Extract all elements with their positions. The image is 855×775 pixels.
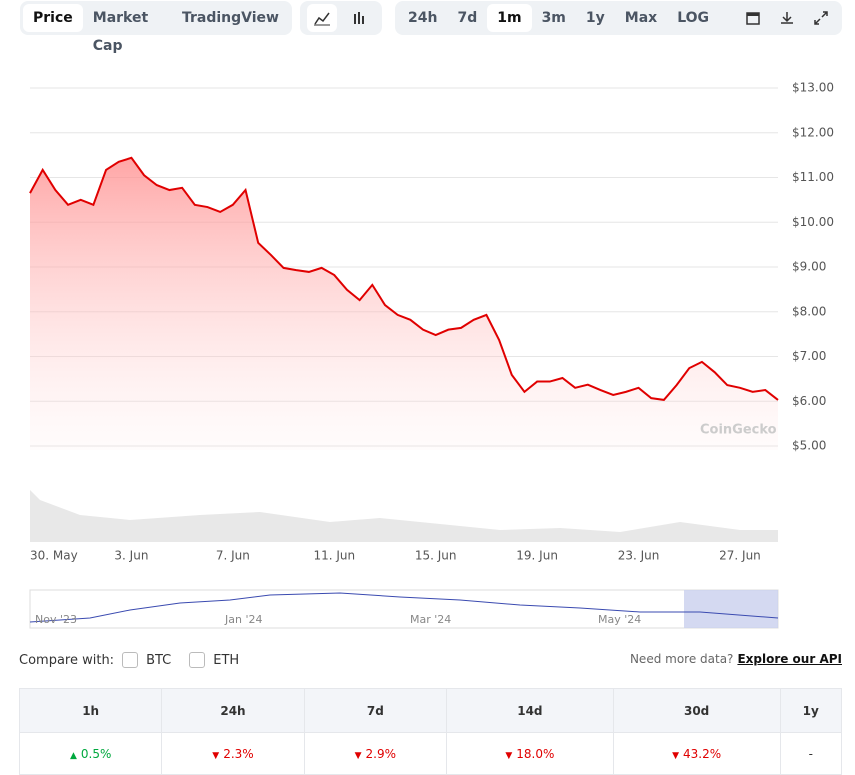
change-cell: ▼ 2.3% bbox=[161, 732, 305, 775]
view-tab[interactable]: Price bbox=[23, 4, 83, 32]
arrow: ▼ bbox=[212, 750, 220, 761]
y-tick-label: $9.00 bbox=[792, 260, 826, 274]
x-tick-label: 30. May bbox=[30, 549, 78, 563]
arrow: ▼ bbox=[354, 750, 362, 761]
range-tab[interactable]: 1m bbox=[487, 4, 532, 32]
compare: Compare with: BTC ETH bbox=[19, 652, 239, 668]
api-note: Need more data? Explore our API bbox=[630, 652, 842, 666]
x-tick-label: 7. Jun bbox=[216, 549, 250, 563]
download-icon[interactable] bbox=[779, 10, 795, 26]
y-tick-label: $5.00 bbox=[792, 439, 826, 453]
view-tabs: Price Market Cap TradingView bbox=[20, 1, 292, 54]
column-header: 7d bbox=[303, 688, 447, 733]
checkbox[interactable] bbox=[189, 652, 206, 668]
volume-area bbox=[30, 490, 778, 542]
navigator-selection[interactable] bbox=[684, 590, 778, 628]
y-tick-label: $7.00 bbox=[792, 349, 826, 363]
more-text: Need more data? bbox=[629, 652, 734, 666]
change-value: - bbox=[808, 746, 813, 761]
y-tick-label: $13.00 bbox=[792, 81, 834, 95]
range-tab[interactable]: 7d bbox=[457, 10, 478, 26]
price-line bbox=[29, 156, 779, 401]
change-value: 2.9% bbox=[365, 746, 397, 761]
chart-kind bbox=[300, 1, 382, 35]
view-tab[interactable]: Market Cap bbox=[92, 10, 149, 54]
navigator-label: Mar '24 bbox=[410, 613, 451, 626]
y-tick-label: $8.00 bbox=[792, 304, 826, 318]
range-tab[interactable]: LOG bbox=[677, 10, 710, 26]
column-header: 24h bbox=[161, 688, 305, 733]
navigator-label: Nov '23 bbox=[35, 613, 77, 626]
api-link[interactable]: Explore our API bbox=[737, 652, 842, 666]
arrow: ▼ bbox=[505, 750, 513, 761]
column-header: 1h bbox=[18, 688, 162, 733]
x-tick-label: 19. Jun bbox=[516, 549, 558, 563]
column-header: 1y bbox=[779, 688, 842, 733]
column-header: 14d bbox=[445, 688, 614, 733]
y-tick-label: $10.00 bbox=[792, 215, 834, 229]
change-value: 2.3% bbox=[223, 746, 254, 761]
change-cell: - bbox=[779, 732, 842, 775]
chart: $5.00 $6.00 $7.00 $8.00 $9.00 $10.00 $11.00 $12… bbox=[29, 81, 834, 629]
arrow: ▼ bbox=[672, 750, 680, 761]
column-header: 30d bbox=[612, 688, 781, 733]
y-tick-label: $11.00 bbox=[792, 170, 834, 184]
y-tick-label: $12.00 bbox=[792, 125, 834, 139]
option[interactable]: BTC bbox=[146, 652, 172, 668]
range-tab[interactable]: 1y bbox=[585, 10, 605, 26]
change-cell: ▼ 2.9% bbox=[303, 732, 447, 775]
navigator bbox=[29, 589, 779, 629]
x-tick-label: 11. Jun bbox=[313, 549, 355, 563]
x-tick-label: 3. Jun bbox=[114, 549, 148, 563]
range-tabs: 24h 7d 1m 3m 1y Max LOG bbox=[395, 1, 842, 35]
range-tab[interactable]: Max bbox=[624, 10, 658, 26]
navigator-line bbox=[29, 592, 779, 623]
calendar-icon[interactable] bbox=[745, 10, 761, 26]
navigator-label: Jan '24 bbox=[224, 613, 262, 626]
candle-icon[interactable] bbox=[345, 4, 375, 32]
range-tab[interactable]: 3m bbox=[541, 10, 566, 26]
x-tick-label: 23. Jun bbox=[618, 549, 660, 563]
y-tick-label: $6.00 bbox=[792, 394, 826, 408]
checkbox[interactable] bbox=[122, 652, 139, 668]
x-tick-label: 15. Jun bbox=[415, 549, 457, 563]
change-value: 0.5% bbox=[80, 746, 112, 761]
price-area bbox=[30, 157, 778, 450]
x-tick-label: 27. Jun bbox=[719, 549, 761, 563]
change-value: 18.0% bbox=[516, 746, 555, 761]
change-cell: ▼ 18.0% bbox=[445, 732, 614, 775]
change-cell: ▲ 0.5% bbox=[18, 732, 162, 775]
change-cell: ▼ 43.2% bbox=[612, 732, 781, 775]
navigator-label: May '24 bbox=[598, 613, 641, 626]
change-value: 43.2% bbox=[683, 746, 722, 761]
arrow: ▲ bbox=[69, 750, 77, 761]
view-tab[interactable]: TradingView bbox=[182, 10, 279, 26]
expand-icon[interactable] bbox=[813, 10, 829, 26]
option[interactable]: ETH bbox=[213, 652, 240, 668]
change-table: 1h 24h 7d 14d 30d 1y ▲ 0.5% ▼ 2.3% ▼ 2.9% ▼ 18.0% ▼ 43.… bbox=[18, 688, 842, 775]
line-icon[interactable] bbox=[307, 4, 337, 32]
watermark: CoinGecko bbox=[700, 423, 777, 438]
compare-label: Compare with: bbox=[19, 652, 115, 668]
range-tab[interactable]: 24h bbox=[408, 10, 438, 26]
